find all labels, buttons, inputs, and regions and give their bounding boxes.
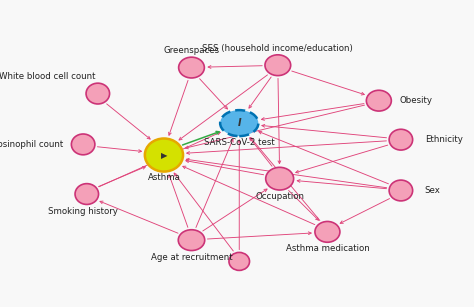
- Text: Age at recruitment: Age at recruitment: [151, 253, 232, 262]
- FancyArrowPatch shape: [186, 158, 387, 188]
- FancyArrowPatch shape: [289, 190, 319, 220]
- Ellipse shape: [220, 110, 258, 136]
- FancyArrowPatch shape: [238, 140, 241, 250]
- FancyArrowPatch shape: [278, 78, 281, 164]
- FancyArrowPatch shape: [183, 166, 315, 225]
- Ellipse shape: [179, 57, 204, 78]
- FancyArrowPatch shape: [185, 105, 365, 149]
- Text: Obesity: Obesity: [399, 96, 432, 105]
- Text: White blood cell count: White blood cell count: [0, 72, 96, 81]
- FancyArrowPatch shape: [249, 77, 271, 108]
- FancyArrowPatch shape: [203, 189, 267, 231]
- FancyArrowPatch shape: [208, 232, 311, 239]
- Text: Asthma medication: Asthma medication: [285, 244, 369, 253]
- FancyArrowPatch shape: [262, 124, 386, 138]
- FancyArrowPatch shape: [251, 138, 320, 220]
- FancyArrowPatch shape: [296, 145, 388, 173]
- FancyArrowPatch shape: [196, 139, 233, 227]
- Text: SES (household income/education): SES (household income/education): [202, 44, 353, 53]
- Text: Sex: Sex: [425, 186, 441, 195]
- FancyArrowPatch shape: [174, 173, 233, 251]
- FancyArrowPatch shape: [179, 75, 267, 140]
- Ellipse shape: [366, 90, 392, 111]
- Text: Smoking history: Smoking history: [48, 207, 118, 216]
- Ellipse shape: [72, 134, 95, 155]
- Ellipse shape: [86, 83, 109, 104]
- Ellipse shape: [389, 180, 413, 201]
- Text: ▶: ▶: [161, 150, 167, 160]
- FancyArrowPatch shape: [100, 201, 178, 233]
- Ellipse shape: [145, 138, 183, 172]
- Text: Ethnicity: Ethnicity: [425, 135, 463, 144]
- Text: Asthma: Asthma: [147, 173, 181, 182]
- Text: Eosinophil count: Eosinophil count: [0, 140, 63, 149]
- Text: Greenspaces: Greenspaces: [164, 46, 219, 55]
- Ellipse shape: [229, 252, 249, 270]
- Text: Occupation: Occupation: [255, 192, 304, 201]
- FancyArrowPatch shape: [169, 80, 188, 135]
- FancyArrowPatch shape: [169, 175, 188, 227]
- Ellipse shape: [75, 184, 99, 204]
- FancyArrowPatch shape: [98, 147, 141, 152]
- Text: SARS-CoV-2 test: SARS-CoV-2 test: [204, 138, 274, 147]
- FancyArrowPatch shape: [208, 66, 262, 68]
- FancyArrowPatch shape: [99, 132, 220, 187]
- FancyArrowPatch shape: [297, 180, 386, 189]
- Ellipse shape: [389, 129, 413, 150]
- FancyArrowPatch shape: [250, 138, 272, 166]
- Ellipse shape: [178, 230, 205, 251]
- FancyArrowPatch shape: [200, 79, 228, 109]
- FancyArrowPatch shape: [187, 141, 386, 154]
- Text: I: I: [237, 118, 241, 128]
- FancyArrowPatch shape: [182, 131, 219, 145]
- FancyArrowPatch shape: [340, 199, 390, 223]
- Ellipse shape: [266, 167, 293, 190]
- Ellipse shape: [315, 221, 340, 242]
- FancyArrowPatch shape: [292, 71, 365, 95]
- FancyArrowPatch shape: [186, 160, 264, 175]
- Ellipse shape: [265, 55, 291, 76]
- FancyArrowPatch shape: [107, 104, 150, 139]
- FancyArrowPatch shape: [262, 103, 364, 120]
- FancyArrowPatch shape: [99, 166, 146, 187]
- FancyArrowPatch shape: [259, 131, 388, 184]
